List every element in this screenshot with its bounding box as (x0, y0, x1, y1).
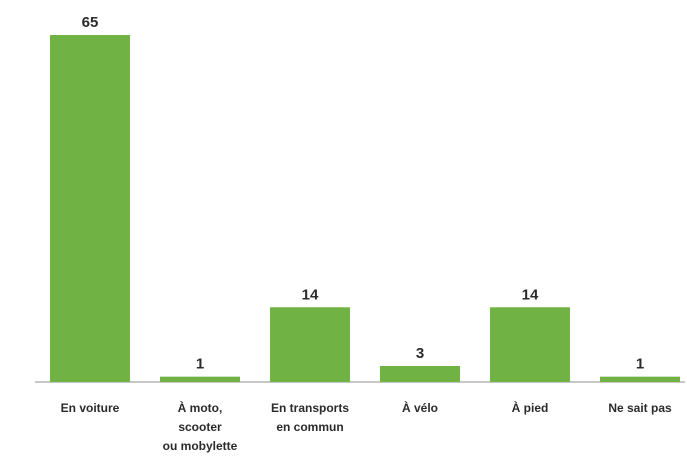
value-label: 14 (302, 286, 319, 303)
x-tick-label: À vélo (402, 400, 438, 415)
bar (160, 376, 240, 382)
bar (50, 35, 130, 382)
x-tick-label: En transports en commun (271, 401, 349, 434)
value-label: 1 (636, 356, 644, 373)
bar (380, 365, 460, 382)
value-label: 3 (416, 345, 424, 362)
value-label: 65 (82, 14, 99, 31)
x-tick-label: Ne sait pas (608, 401, 672, 415)
x-tick-label: À moto, scooter ou mobylette (163, 400, 238, 453)
x-tick-label: À pied (512, 400, 549, 415)
bar (270, 307, 350, 382)
value-label: 1 (196, 356, 204, 373)
x-tick-label: En voiture (61, 401, 120, 415)
bar (490, 307, 570, 382)
value-label: 14 (522, 286, 539, 303)
bar (600, 376, 680, 382)
